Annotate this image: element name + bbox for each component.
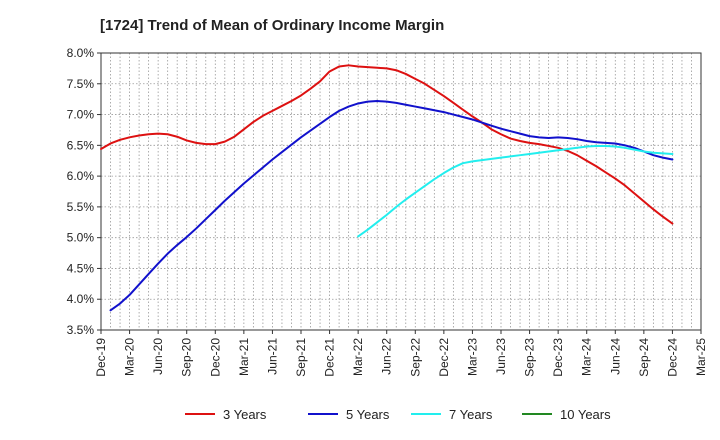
x-tick-label: Sep-21: [294, 338, 308, 377]
legend-label: 3 Years: [223, 407, 267, 422]
x-tick-label: Jun-23: [494, 338, 508, 375]
x-tick-label: Jun-22: [380, 338, 394, 375]
series-line-3-years: [100, 64, 674, 225]
y-tick-label: 5.5%: [67, 200, 95, 214]
y-axis: 3.5% 4.0% 4.5% 5.0% 5.5% 6.0% 6.5% 7.0% 7.5% 8.0%: [67, 46, 101, 337]
y-tick-label: 7.0%: [67, 108, 95, 122]
y-tick-label: 8.0%: [67, 46, 95, 60]
legend-label: 7 Years: [449, 407, 493, 422]
y-tick-label: 4.0%: [67, 292, 95, 306]
grid: [101, 53, 701, 330]
y-tick-label: 4.5%: [67, 261, 95, 275]
x-tick-label: Mar-24: [580, 338, 594, 376]
series-lines: [100, 64, 674, 312]
legend-label: 5 Years: [346, 407, 390, 422]
x-tick-label: Mar-25: [694, 338, 708, 376]
x-tick-label: Sep-24: [637, 338, 651, 377]
x-tick-label: Sep-22: [408, 338, 422, 377]
x-tick-label: Sep-23: [523, 338, 537, 377]
x-tick-label: Dec-22: [437, 338, 451, 377]
x-tick-label: Mar-21: [237, 338, 251, 376]
y-tick-label: 6.5%: [67, 138, 95, 152]
x-tick-label: Dec-23: [551, 338, 565, 377]
x-tick-label: Sep-20: [180, 338, 194, 377]
x-tick-label: Mar-22: [351, 338, 365, 376]
y-tick-label: 6.0%: [67, 169, 95, 183]
y-tick-label: 7.5%: [67, 77, 95, 91]
x-tick-label: Mar-23: [465, 338, 479, 376]
y-tick-label: 3.5%: [67, 323, 95, 337]
legend-label: 10 Years: [560, 407, 611, 422]
x-tick-label: Dec-21: [323, 338, 337, 377]
x-axis: Dec-19 Mar-20 Jun-20 Sep-20 Dec-20 Mar-21 Jun-…: [94, 330, 708, 377]
series-line-5-years: [109, 100, 674, 312]
x-tick-label: Dec-19: [94, 338, 108, 377]
x-tick-label: Dec-20: [208, 338, 222, 377]
x-tick-label: Jun-24: [608, 338, 622, 375]
x-tick-label: Jun-21: [265, 338, 279, 375]
chart-title: [1724] Trend of Mean of Ordinary Income …: [100, 17, 444, 34]
x-tick-label: Jun-20: [151, 338, 165, 375]
legend: 3 Years 5 Years 7 Years 10 Years: [185, 407, 611, 422]
x-tick-label: Dec-24: [665, 338, 679, 377]
x-tick-label: Mar-20: [123, 338, 137, 376]
series-line-7-years: [357, 144, 674, 238]
plot-area: [100, 52, 702, 331]
y-tick-label: 5.0%: [67, 231, 95, 245]
